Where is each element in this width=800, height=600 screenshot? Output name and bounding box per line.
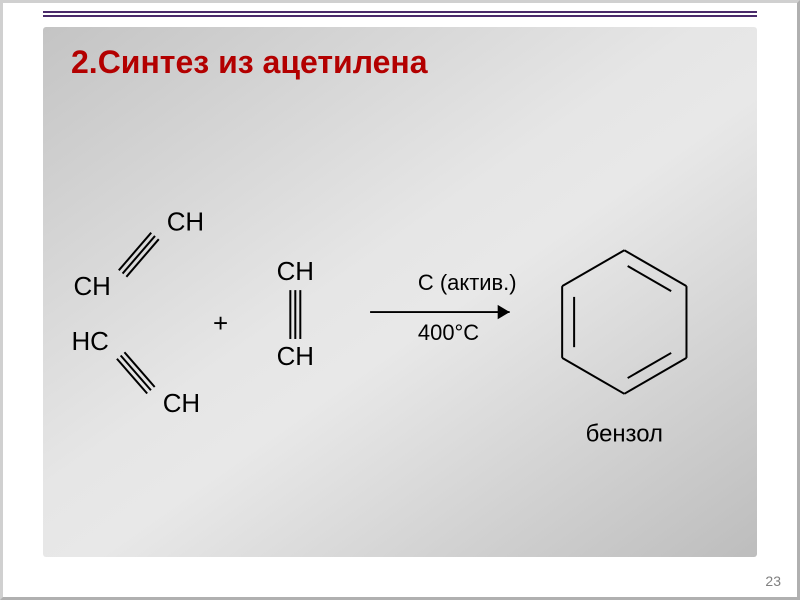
- svg-text:бензол: бензол: [586, 421, 663, 448]
- svg-text:CH: CH: [73, 273, 110, 301]
- svg-text:CH: CH: [163, 390, 200, 418]
- slide-frame: 2.Синтез из ацетилена CH CH HC CH CH CH + C (ак…: [0, 0, 800, 600]
- svg-text:CH: CH: [277, 343, 314, 371]
- svg-text:CH: CH: [167, 208, 204, 236]
- svg-text:CH: CH: [277, 258, 314, 286]
- slide-title: 2.Синтез из ацетилена: [71, 45, 729, 80]
- svg-text:HC: HC: [71, 328, 108, 356]
- svg-text:+: +: [213, 310, 228, 338]
- reaction-diagram: CH CH HC CH CH CH + C (актив.) 400°C бензол: [71, 147, 729, 517]
- svg-text:400°C: 400°C: [418, 320, 479, 345]
- page-number: 23: [765, 573, 781, 589]
- svg-text:C (актив.): C (актив.): [418, 270, 517, 295]
- content-panel: 2.Синтез из ацетилена CH CH HC CH CH CH + C (ак…: [43, 27, 757, 557]
- decorative-double-line: [43, 11, 757, 17]
